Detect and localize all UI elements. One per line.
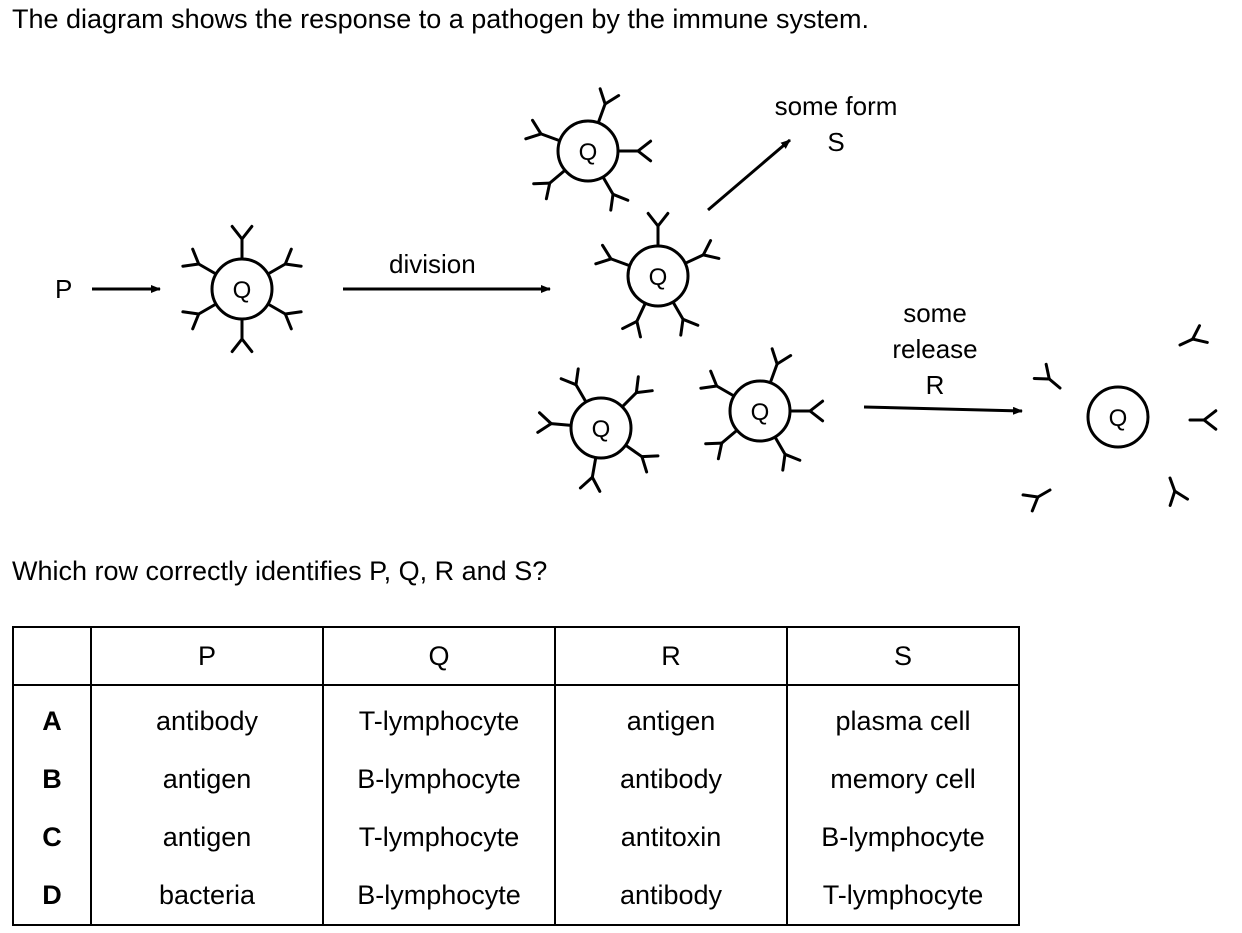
form-label-line1: some form [775, 91, 898, 121]
cell-s: plasma cell [835, 705, 971, 736]
header-r: R [555, 627, 788, 686]
cell-body [1086, 385, 1150, 449]
antibody-icon [699, 369, 736, 398]
antibody-icon [620, 375, 654, 409]
cell-p: antigen [91, 750, 324, 808]
cell-p: antigen [91, 808, 324, 866]
cell-body [728, 379, 792, 443]
antibody-icon [616, 139, 653, 163]
cell-r: antitoxin [555, 808, 788, 866]
antibody-icon [671, 300, 700, 337]
antibody-icon [230, 224, 254, 261]
antibody-icon [601, 175, 630, 212]
cell-body [569, 396, 633, 460]
header-q: Q [323, 627, 556, 686]
label-p: P [55, 274, 72, 304]
answer-table: P Q R S A antibody T-lymphocyte antigen … [12, 626, 1020, 926]
antibody-icon [1032, 362, 1062, 390]
header-blank [13, 627, 92, 686]
lymphocyte-releasing: Q [1086, 385, 1150, 449]
cell-p: bacteria [91, 866, 324, 925]
antibody-icon [768, 347, 793, 385]
antibody-icon [1188, 409, 1218, 431]
cell-s: memory cell [830, 763, 976, 794]
cell-body [556, 119, 620, 183]
row-label: D [13, 866, 92, 925]
header-p: P [91, 627, 324, 686]
released-antibodies [1021, 324, 1218, 513]
release-label-line1: some [903, 298, 967, 328]
division-label: division [389, 249, 476, 279]
row-label: B [13, 750, 92, 808]
antibody-icon [594, 243, 632, 268]
antibody-icon [788, 399, 825, 423]
antibody-icon [1178, 324, 1209, 347]
antibody-icon [578, 456, 602, 493]
cell-p: antibody [91, 685, 324, 750]
intro-text: The diagram shows the response to a path… [12, 4, 869, 34]
row-label: C [13, 808, 92, 866]
table-row-c: C antigen T-lymphocyte antitoxin B-lymph… [13, 808, 1019, 866]
antibody-icon [181, 247, 218, 276]
release-label-line3: R [926, 370, 945, 400]
antibody-icon [266, 247, 303, 276]
lymphocyte-clone-middle: Q [594, 211, 721, 339]
antibody-icon [266, 302, 303, 331]
antibody-icon [646, 211, 670, 248]
cell-label: Q [592, 416, 611, 443]
immune-response-diagram: P Q Q Q Q Q Q division some form S some relea… [55, 87, 1218, 513]
antibody-icon [532, 168, 567, 201]
antibody-icon [181, 302, 218, 331]
antibody-icon [773, 435, 802, 472]
cell-q: T-lymphocyte [323, 685, 556, 750]
table-row-b: B antigen B-lymphocyte antibody memory c… [13, 750, 1019, 808]
form-arrow [707, 138, 791, 212]
antibody-icon [524, 118, 562, 143]
cell-q: B-lymphocyte [323, 750, 556, 808]
table-row-a: A antibody T-lymphocyte antigen plasma c… [13, 685, 1019, 750]
cell-q: B-lymphocyte [323, 866, 556, 925]
cell-body [626, 244, 690, 308]
lymphocyte-clone-bottom-left: Q [536, 367, 660, 493]
release-arrow [863, 405, 1023, 415]
release-label-line2: release [892, 334, 977, 364]
question-text: Which row correctly identifies P, Q, R a… [12, 556, 548, 586]
row-label: A [13, 685, 92, 750]
cell-label: Q [1109, 405, 1128, 432]
cell-q: T-lymphocyte [323, 808, 556, 866]
antibody-icon [230, 317, 254, 354]
antibody-icon [704, 428, 739, 461]
antibody-icon [683, 239, 721, 265]
cell-label: Q [233, 277, 252, 304]
table-header-row: P Q R S [13, 627, 1019, 686]
table-row-d: D bacteria B-lymphocyte antibody T-lymph… [13, 866, 1019, 925]
antibody-icon [536, 411, 573, 434]
antibody-icon [624, 443, 660, 474]
cell-r: antibody [555, 866, 788, 925]
cell-label: Q [751, 399, 770, 426]
form-label-line2: S [827, 127, 844, 157]
cell-s: T-lymphocyte [822, 879, 984, 910]
cell-body [210, 257, 274, 321]
cell-s: B-lymphocyte [821, 821, 985, 852]
antibody-icon [1021, 488, 1052, 513]
cells-group: Q Q Q Q Q Q [181, 87, 1150, 493]
lymphocyte-clone-top: Q [524, 87, 653, 212]
header-s: S [787, 627, 1019, 686]
lymphocyte-clone-bottom-right: Q [699, 347, 825, 472]
antibody-icon [621, 301, 647, 339]
antibody-icon [559, 367, 588, 404]
antibody-icon [1168, 476, 1190, 507]
cell-r: antigen [555, 685, 788, 750]
antibody-icon [596, 87, 621, 125]
cell-r: antibody [555, 750, 788, 808]
lymphocyte-initial: Q [181, 224, 303, 354]
cell-label: Q [579, 139, 598, 166]
cell-label: Q [649, 264, 668, 291]
